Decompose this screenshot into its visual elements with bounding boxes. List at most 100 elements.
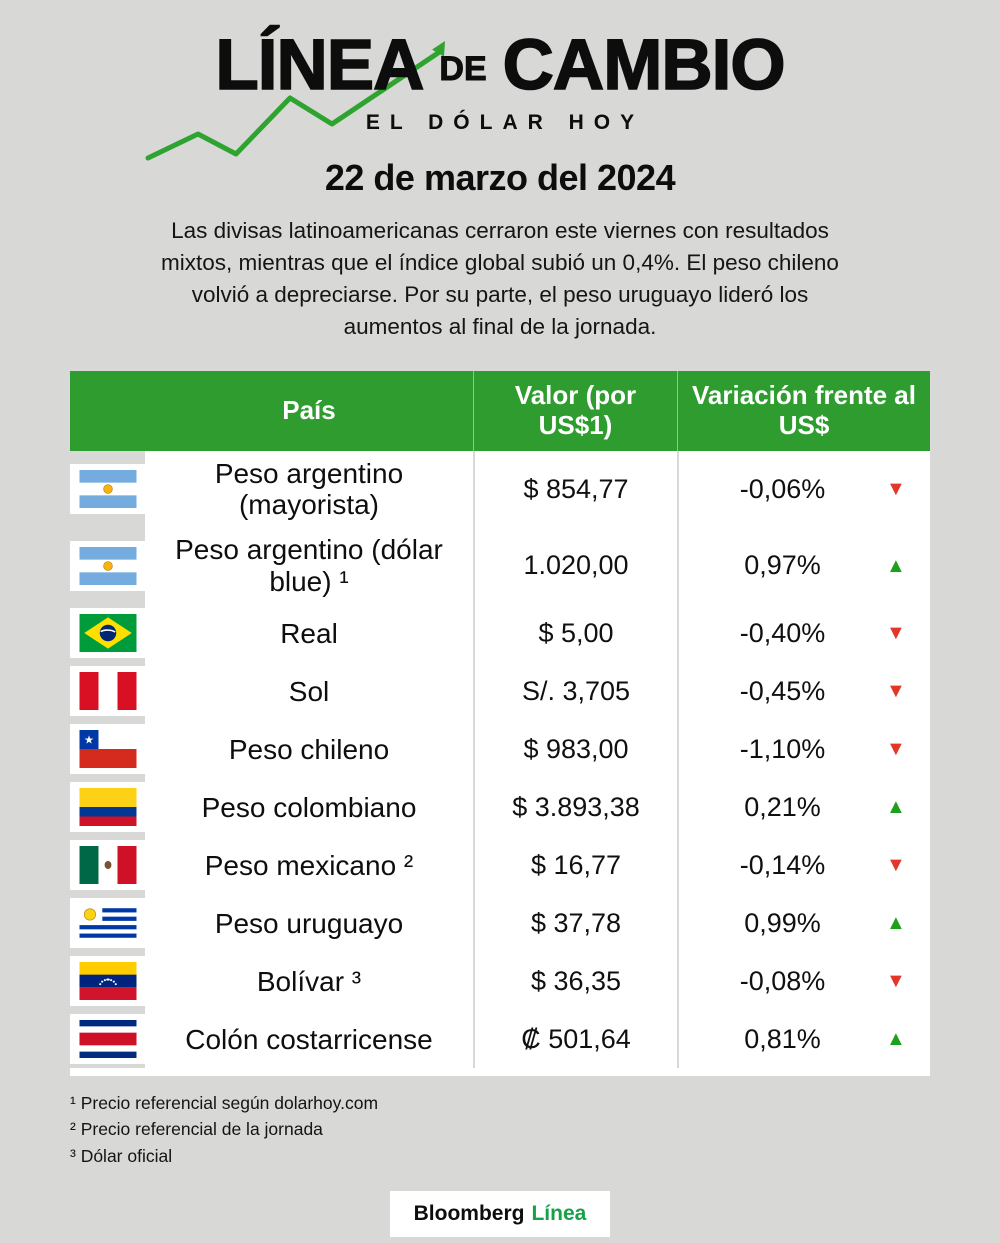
header-variacion: Variación frente al US$ <box>677 370 930 451</box>
flag-cell <box>70 720 145 779</box>
variation-value: 0,21% <box>744 791 821 822</box>
flag-cell <box>70 662 145 721</box>
flag-cell <box>70 604 145 663</box>
variation-cell: -0,45% ▼ <box>677 662 930 721</box>
logo-word-linea: LÍNEA <box>215 26 426 105</box>
country-name: Real <box>145 604 473 663</box>
header-flag-spacer <box>70 371 145 451</box>
flag-peru-icon <box>77 672 139 710</box>
flag-tile <box>70 956 145 1007</box>
flag-argentina-icon <box>77 547 139 585</box>
logo-wordmark: LÍNEA DE CAMBIO <box>0 26 1000 105</box>
footnote-3: ³ Dólar oficial <box>70 1145 173 1166</box>
logo-word-de: DE <box>439 49 487 88</box>
currency-value: $ 983,00 <box>473 720 677 779</box>
intro-text: Las divisas latinoamericanas cerraron es… <box>161 218 839 339</box>
variation-value: -0,40% <box>739 617 826 648</box>
table-header: País Valor (por US$1) Variación frente a… <box>70 370 930 451</box>
variation-value: -0,08% <box>739 965 826 996</box>
flag-tile <box>70 464 145 515</box>
country-name: Peso argentino (mayorista) <box>145 450 473 528</box>
flag-colombia-icon <box>77 788 139 826</box>
country-name: Sol <box>145 662 473 721</box>
flag-mexico-icon <box>77 846 139 884</box>
header-valor: Valor (por US$1) <box>473 370 677 451</box>
table-row: Peso mexicano ² $ 16,77 -0,14% ▼ <box>70 836 930 895</box>
down-arrow-icon: ▼ <box>886 478 906 501</box>
currency-value: $ 5,00 <box>473 604 677 663</box>
country-name: Peso uruguayo <box>145 894 473 953</box>
variation-value: -0,06% <box>739 473 826 504</box>
variation-cell: 0,99% ▲ <box>677 894 930 953</box>
down-arrow-icon: ▼ <box>886 622 906 645</box>
flag-costa_rica-icon <box>77 1020 139 1058</box>
flag-tile <box>70 666 145 717</box>
flag-tile <box>70 540 145 591</box>
variation-value: -1,10% <box>739 733 826 764</box>
variation-cell: -1,10% ▼ <box>677 720 930 779</box>
currency-value: $ 16,77 <box>473 836 677 895</box>
flag-argentina-icon <box>77 470 139 508</box>
currency-table: País Valor (por US$1) Variación frente a… <box>70 370 930 1077</box>
flag-tile <box>70 1014 145 1065</box>
flag-cell <box>70 952 145 1011</box>
flag-cell <box>70 450 145 528</box>
currency-value: $ 36,35 <box>473 952 677 1011</box>
brand-logo: Bloomberg Línea <box>389 1190 611 1237</box>
table-row: Peso argentino (mayorista) $ 854,77 -0,0… <box>70 450 930 528</box>
flag-cell <box>70 1010 145 1069</box>
variation-cell: 0,81% ▲ <box>677 1010 930 1069</box>
country-name: Peso mexicano ² <box>145 836 473 895</box>
variation-value: 0,97% <box>744 550 821 581</box>
header-pais: País <box>282 394 336 425</box>
table-row: Peso argentino (dólar blue) ¹ 1.020,00 0… <box>70 527 930 605</box>
currency-value: $ 854,77 <box>473 450 677 528</box>
down-arrow-icon: ▼ <box>886 680 906 703</box>
masthead: LÍNEA DE CAMBIO EL DÓLAR HOY <box>0 0 1000 161</box>
table-row: Peso chileno $ 983,00 -1,10% ▼ <box>70 720 930 779</box>
flag-chile-icon <box>77 730 139 768</box>
currency-value: $ 3.893,38 <box>473 778 677 837</box>
table-row: Bolívar ³ $ 36,35 -0,08% ▼ <box>70 952 930 1011</box>
variation-value: 0,81% <box>744 1023 821 1054</box>
country-name: Bolívar ³ <box>145 952 473 1011</box>
variation-cell: -0,08% ▼ <box>677 952 930 1011</box>
variation-cell: -0,06% ▼ <box>677 450 930 528</box>
variation-value: -0,14% <box>739 849 826 880</box>
footnotes: ¹ Precio referencial según dolarhoy.com … <box>70 1090 1000 1169</box>
table-row: Real $ 5,00 -0,40% ▼ <box>70 604 930 663</box>
variation-cell: -0,14% ▼ <box>677 836 930 895</box>
currency-value: 1.020,00 <box>473 527 677 605</box>
table-body: Peso argentino (mayorista) $ 854,77 -0,0… <box>70 450 930 1077</box>
flag-cell <box>70 894 145 953</box>
flag-uruguay-icon <box>77 904 139 942</box>
variation-value: 0,99% <box>744 907 821 938</box>
table-row: Peso colombiano $ 3.893,38 0,21% ▲ <box>70 778 930 837</box>
flag-tile <box>70 724 145 775</box>
down-arrow-icon: ▼ <box>886 970 906 993</box>
flag-tile <box>70 608 145 659</box>
table-row: Colón costarricense ₡ 501,64 0,81% ▲ <box>70 1010 930 1069</box>
flag-tile <box>70 898 145 949</box>
flag-cell <box>70 527 145 605</box>
flag-tile <box>70 840 145 891</box>
up-arrow-icon: ▲ <box>886 796 906 819</box>
flag-tile <box>70 782 145 833</box>
flag-venezuela-icon <box>77 962 139 1000</box>
country-name: Colón costarricense <box>145 1010 473 1069</box>
brand-linea: Línea <box>531 1201 587 1225</box>
variation-cell: 0,97% ▲ <box>677 527 930 605</box>
flag-cell <box>70 836 145 895</box>
down-arrow-icon: ▼ <box>886 854 906 877</box>
up-arrow-icon: ▲ <box>886 554 906 577</box>
country-name: Peso argentino (dólar blue) ¹ <box>145 527 473 605</box>
date-heading: 22 de marzo del 2024 <box>324 157 676 198</box>
footnote-2: ² Precio referencial de la jornada <box>70 1119 323 1140</box>
variation-value: -0,45% <box>739 675 826 706</box>
country-name: Peso chileno <box>145 720 473 779</box>
currency-value: S/. 3,705 <box>473 662 677 721</box>
brand-footer: Bloomberg Línea <box>0 1190 1000 1237</box>
logo-word-cambio: CAMBIO <box>502 26 787 105</box>
up-arrow-icon: ▲ <box>886 912 906 935</box>
